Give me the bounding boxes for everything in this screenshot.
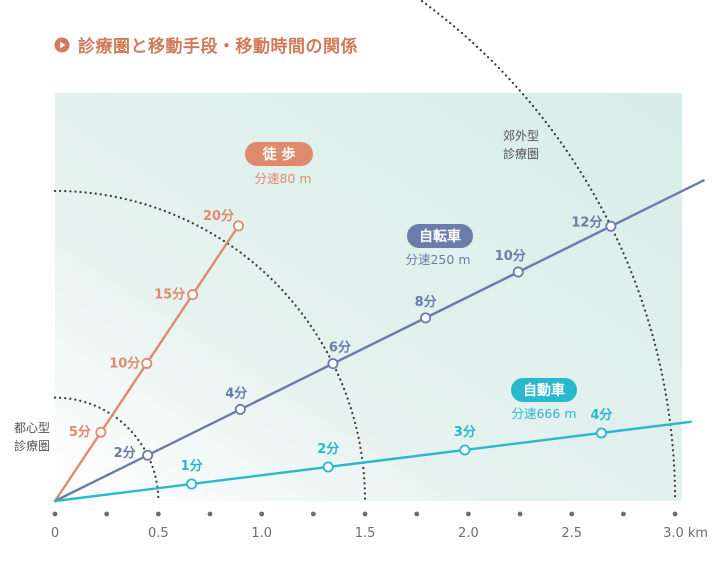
x-tick-dot	[155, 511, 161, 517]
series-line	[53, 179, 705, 503]
x-axis: 0 0.5 1.0 1.5 2.0 2.5 3.0 km	[51, 511, 708, 541]
x-tick-label: 1.0	[251, 526, 272, 541]
data-point	[327, 358, 339, 370]
x-tick-dot	[621, 511, 626, 517]
x-tick-label: 2.0	[458, 526, 479, 541]
x-tick-dot	[466, 511, 471, 517]
data-point	[232, 220, 244, 232]
legend-name: 徒 歩	[262, 146, 296, 163]
data-point	[95, 426, 107, 438]
arc-label: 診療圏	[503, 146, 539, 161]
data-point	[605, 220, 617, 232]
arc-label: 都心型	[14, 421, 50, 435]
x-tick-dot	[310, 511, 316, 517]
chart-title: 診療圏と移動手段・移動時間の関係	[78, 37, 358, 57]
arc-label: 郊外型	[503, 129, 539, 143]
data-label: 8分	[415, 294, 437, 310]
data-label: 12分	[571, 214, 602, 230]
legend-badge	[407, 224, 473, 248]
x-tick-dot	[517, 511, 523, 517]
data-point	[141, 357, 153, 369]
radius-arc	[53, 396, 160, 503]
chart-title-row: 診療圏と移動手段・移動時間の関係	[54, 32, 358, 57]
data-label: 15分	[154, 287, 185, 303]
x-tick-dot	[414, 511, 420, 517]
x-tick-label: 0.5	[148, 526, 169, 541]
x-tick-label: 3.0 km	[663, 526, 708, 541]
x-tick-dot	[672, 511, 678, 517]
play-circle-icon	[54, 37, 70, 52]
data-point	[142, 449, 154, 461]
data-label: 20分	[203, 208, 234, 224]
data-label: 6分	[329, 340, 351, 356]
arc-label: 診療圏	[14, 438, 50, 453]
legend-badge	[245, 142, 313, 166]
plot-background	[55, 93, 682, 501]
data-label: 4分	[225, 385, 247, 401]
legend-badge	[511, 378, 577, 402]
data-point	[186, 478, 198, 490]
x-tick-label: 1.5	[355, 526, 376, 541]
data-point	[595, 427, 607, 439]
x-tick-dot	[569, 511, 575, 517]
data-label: 1分	[181, 458, 203, 474]
data-point	[234, 403, 246, 415]
x-tick-dot	[104, 511, 110, 517]
data-point	[512, 266, 524, 278]
data-label: 5分	[69, 424, 91, 440]
x-tick-label: 0	[51, 526, 59, 541]
x-tick-dot	[362, 511, 368, 517]
data-point	[459, 444, 471, 456]
series-line	[53, 420, 693, 503]
data-label: 10分	[495, 248, 526, 264]
x-tick-dot	[259, 511, 265, 517]
legend-speed: 分速80 m	[254, 171, 311, 186]
data-label: 2分	[317, 441, 339, 457]
radius-arc	[53, 189, 367, 503]
data-label: 2分	[114, 445, 136, 461]
data-label: 10分	[109, 355, 140, 371]
data-label: 4分	[590, 407, 612, 423]
data-point	[187, 289, 199, 301]
data-label: 3分	[454, 424, 476, 440]
x-tick-dot	[52, 511, 58, 517]
legend-name: 自転車	[419, 228, 461, 245]
data-point	[420, 312, 432, 324]
radius-arc	[418, 0, 677, 503]
x-tick-label: 2.5	[561, 526, 582, 541]
legend-name: 自動車	[523, 382, 565, 399]
legend-speed: 分速250 m	[405, 252, 470, 267]
x-tick-dot	[207, 511, 213, 517]
data-point	[322, 461, 334, 473]
legend-speed: 分速666 m	[511, 406, 576, 421]
